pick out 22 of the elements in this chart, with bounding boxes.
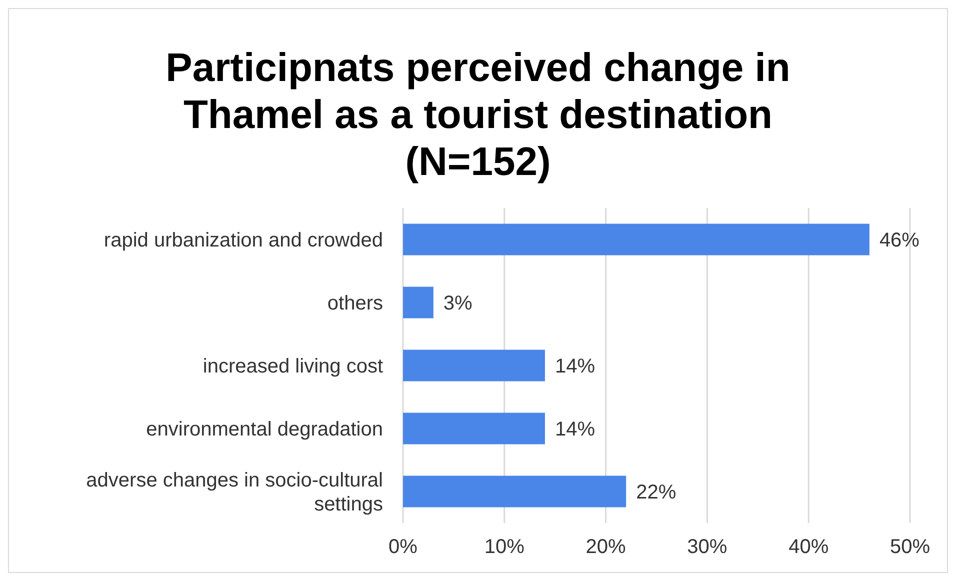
x-tick-label: 0% — [388, 536, 418, 558]
bar — [403, 412, 545, 444]
bar — [403, 224, 870, 256]
y-tick-label: environmental degradation — [146, 418, 383, 440]
x-tick-label: 20% — [586, 536, 626, 558]
x-tick-label: 30% — [687, 536, 728, 558]
y-tick-label: increased living cost — [202, 356, 384, 378]
data-label: 46% — [879, 230, 920, 252]
y-tick-label: rapid urbanization and crowded — [104, 230, 383, 252]
x-tick-label: 40% — [788, 536, 829, 558]
bar — [403, 476, 626, 508]
data-label: 22% — [636, 482, 676, 504]
bar — [403, 350, 545, 382]
x-tick-label: 50% — [890, 536, 930, 558]
data-label: 14% — [554, 356, 596, 378]
chart-title: Participnats perceived change in Thamel as a tourist destination (N=152) — [166, 46, 790, 184]
y-tick-label: others — [327, 292, 383, 314]
bar — [403, 286, 434, 318]
data-label: 3% — [443, 292, 473, 314]
y-tick-label: adverse changes in socio-cultural settings — [86, 470, 383, 516]
data-label: 14% — [554, 418, 596, 440]
x-tick-label: 10% — [484, 536, 525, 558]
